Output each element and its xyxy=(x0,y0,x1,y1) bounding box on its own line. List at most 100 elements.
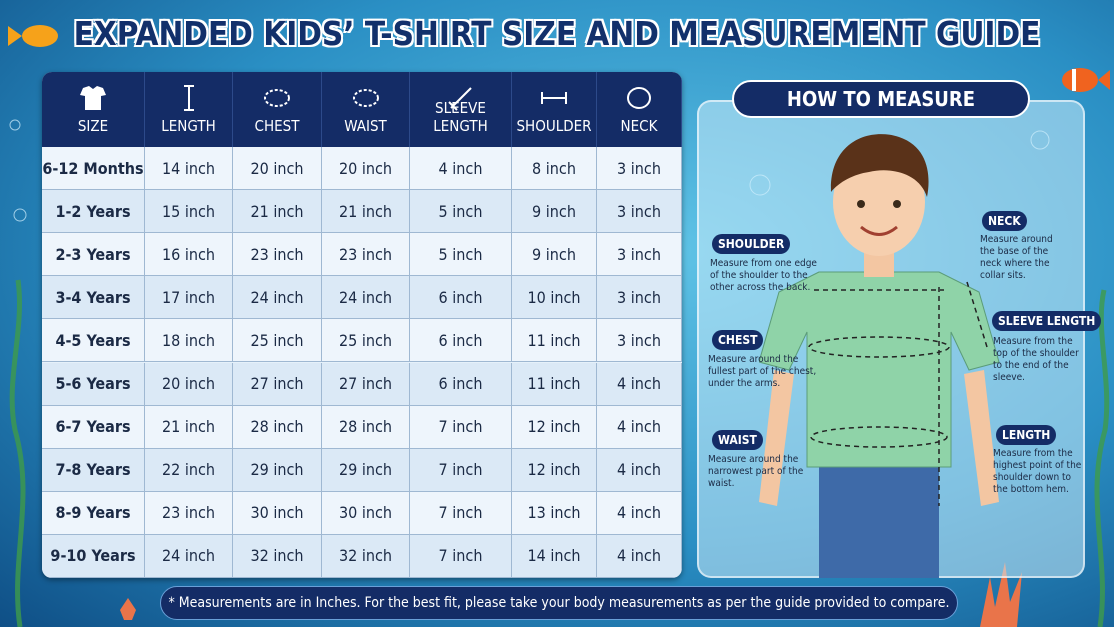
measure-label: LENGTH xyxy=(996,425,1057,445)
measure-description: Measure around the fullest part of the c… xyxy=(708,354,817,389)
column-header: SIZE xyxy=(42,72,145,147)
measure-cell: 28 inch xyxy=(322,405,410,449)
measure-cell: 13 inch xyxy=(512,491,597,535)
measure-description: Measure from the highest point of the sh… xyxy=(993,448,1082,495)
header-text: LENGTH xyxy=(161,117,216,135)
measure-cell: 7 inch xyxy=(410,534,512,578)
measure-cell: 23 inch xyxy=(322,233,410,277)
size-cell: 3-4 Years xyxy=(42,276,145,320)
measure-cell: 6 inch xyxy=(410,276,512,320)
size-cell: 4-5 Years xyxy=(42,319,145,363)
size-table: SIZE LENGTH CHEST WAIST SLEEVE LENGTH SHOULDE… xyxy=(42,72,682,578)
measure-cell: 24 inch xyxy=(145,534,233,578)
measure-cell: 20 inch xyxy=(233,147,322,191)
measure-description: Measure from one edge of the shoulder to… xyxy=(710,258,817,293)
column-header: WAIST xyxy=(322,72,410,147)
measure-label: WAIST xyxy=(712,430,763,450)
measure-cell: 3 inch xyxy=(597,147,682,191)
measure-cell: 29 inch xyxy=(233,448,322,492)
measure-cell: 4 inch xyxy=(597,362,682,406)
measure-cell: 18 inch xyxy=(145,319,233,363)
measure-cell: 20 inch xyxy=(322,147,410,191)
measure-cell: 4 inch xyxy=(597,448,682,492)
measure-cell: 27 inch xyxy=(322,362,410,406)
header-text: WAIST xyxy=(344,117,387,135)
measure-cell: 25 inch xyxy=(233,319,322,363)
measure-label: NECK xyxy=(982,211,1027,231)
measure-cell: 29 inch xyxy=(322,448,410,492)
measure-cell: 5 inch xyxy=(410,233,512,277)
measure-cell: 14 inch xyxy=(512,534,597,578)
measure-label: SHOULDER xyxy=(712,234,791,254)
measure-cell: 32 inch xyxy=(233,534,322,578)
measure-cell: 4 inch xyxy=(410,147,512,191)
footnote: * Measurements are in Inches. For the be… xyxy=(160,586,958,620)
measure-cell: 3 inch xyxy=(597,190,682,234)
panel-title: HOW TO MEASURE xyxy=(732,80,1030,118)
header-icon xyxy=(541,92,567,104)
measure-cell: 3 inch xyxy=(597,319,682,363)
header-icon xyxy=(627,87,651,109)
size-cell: 2-3 Years xyxy=(42,233,145,277)
measure-cell: 30 inch xyxy=(233,491,322,535)
measure-cell: 7 inch xyxy=(410,448,512,492)
measure-cell: 4 inch xyxy=(597,534,682,578)
measure-cell: 25 inch xyxy=(322,319,410,363)
measure-cell: 11 inch xyxy=(512,319,597,363)
measure-cell: 3 inch xyxy=(597,276,682,320)
header-text: NECK xyxy=(620,117,658,135)
column-header: SHOULDER xyxy=(512,72,597,147)
measure-cell: 15 inch xyxy=(145,190,233,234)
measure-cell: 12 inch xyxy=(512,448,597,492)
column-header: SLEEVE LENGTH xyxy=(410,72,512,147)
measure-cell: 6 inch xyxy=(410,362,512,406)
size-cell: 8-9 Years xyxy=(42,491,145,535)
measure-cell: 6 inch xyxy=(410,319,512,363)
child-illustration xyxy=(759,134,1000,578)
measure-cell: 11 inch xyxy=(512,362,597,406)
measure-cell: 4 inch xyxy=(597,405,682,449)
measure-description: Measure around the base of the neck wher… xyxy=(980,234,1053,281)
measure-cell: 5 inch xyxy=(410,190,512,234)
measure-description: Measure around the narrowest part of the… xyxy=(708,454,804,489)
column-header: CHEST xyxy=(233,72,322,147)
title: EXPANDED KIDS’ T-SHIRT SIZE AND MEASUREM… xyxy=(73,14,1041,53)
size-cell: 6-7 Years xyxy=(42,405,145,449)
measure-cell: 27 inch xyxy=(233,362,322,406)
measure-cell: 17 inch xyxy=(145,276,233,320)
measure-cell: 3 inch xyxy=(597,233,682,277)
measure-cell: 32 inch xyxy=(322,534,410,578)
header-icon xyxy=(352,89,379,107)
size-cell: 9-10 Years xyxy=(42,534,145,578)
measure-cell: 21 inch xyxy=(322,190,410,234)
measure-cell: 10 inch xyxy=(512,276,597,320)
measure-cell: 14 inch xyxy=(145,147,233,191)
measure-cell: 28 inch xyxy=(233,405,322,449)
header-text: SHOULDER xyxy=(516,117,592,135)
measure-cell: 23 inch xyxy=(233,233,322,277)
size-cell: 5-6 Years xyxy=(42,362,145,406)
measure-cell: 12 inch xyxy=(512,405,597,449)
header-text: SIZE xyxy=(77,117,109,135)
column-header: LENGTH xyxy=(145,72,233,147)
column-header: NECK xyxy=(597,72,682,147)
measure-cell: 9 inch xyxy=(512,233,597,277)
header-text: SLEEVE LENGTH xyxy=(433,99,488,135)
measure-cell: 22 inch xyxy=(145,448,233,492)
measure-cell: 7 inch xyxy=(410,405,512,449)
measure-cell: 30 inch xyxy=(322,491,410,535)
measure-cell: 20 inch xyxy=(145,362,233,406)
size-cell: 7-8 Years xyxy=(42,448,145,492)
measure-cell: 7 inch xyxy=(410,491,512,535)
measure-cell: 9 inch xyxy=(512,190,597,234)
measure-label: SLEEVE LENGTH xyxy=(992,311,1102,331)
size-cell: 6-12 Months xyxy=(42,147,145,191)
header-icon xyxy=(183,85,194,111)
header-icon xyxy=(80,86,106,110)
measure-cell: 4 inch xyxy=(597,491,682,535)
measure-cell: 8 inch xyxy=(512,147,597,191)
measure-description: Measure from the top of the shoulder to … xyxy=(993,336,1079,383)
measure-panel xyxy=(697,100,1085,578)
measure-cell: 24 inch xyxy=(322,276,410,320)
header-icon xyxy=(264,89,290,107)
